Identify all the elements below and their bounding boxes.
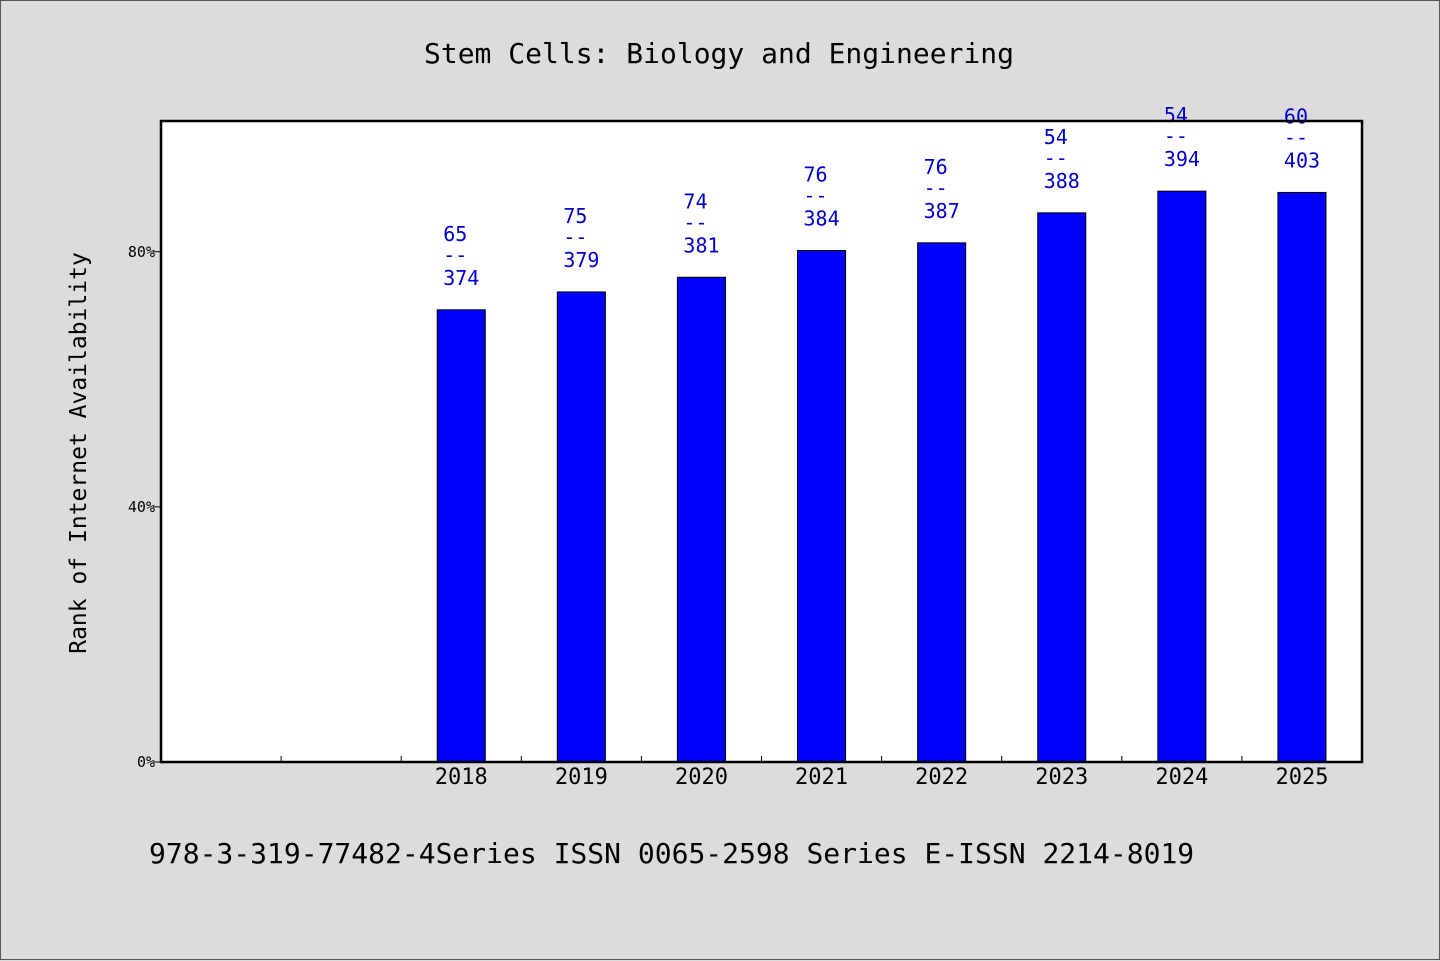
chart-title: Stem Cells: Biology and Engineering — [424, 37, 1014, 70]
data-label-sep-2021: -- — [804, 183, 828, 207]
bar-2025 — [1277, 191, 1327, 763]
data-label-top-2024: 54 — [1164, 103, 1188, 127]
data-label-top-2023: 54 — [1044, 125, 1068, 149]
bar-2024 — [1157, 190, 1207, 763]
data-label-top-2020: 74 — [683, 189, 707, 213]
data-label-sep-2025: -- — [1284, 125, 1308, 149]
bar-2021 — [797, 249, 847, 763]
chart-marks: 0%40%80%201865--374201975--379202074--38… — [128, 103, 1329, 790]
bar-2019 — [556, 291, 606, 763]
data-label-sep-2024: -- — [1164, 124, 1188, 148]
x-tick-label-2022: 2022 — [915, 765, 968, 790]
x-tick-label-2018: 2018 — [435, 765, 488, 790]
data-label-bottom-2020: 381 — [683, 233, 719, 257]
data-label-sep-2023: -- — [1044, 146, 1068, 170]
data-label-sep-2020: -- — [683, 210, 707, 234]
x-tick-label-2020: 2020 — [675, 765, 728, 790]
x-tick-label-2025: 2025 — [1275, 765, 1328, 790]
data-label-bottom-2019: 379 — [563, 248, 599, 272]
bar-2023 — [1037, 212, 1087, 763]
data-label-top-2021: 76 — [804, 162, 828, 186]
x-tick-label-2024: 2024 — [1155, 765, 1208, 790]
data-label-bottom-2018: 374 — [443, 266, 479, 290]
y-tick-label-1: 40% — [128, 498, 155, 516]
bar-2020 — [676, 276, 726, 763]
data-label-bottom-2025: 403 — [1284, 148, 1320, 172]
data-label-sep-2018: -- — [443, 243, 467, 267]
data-label-top-2022: 76 — [924, 155, 948, 179]
data-label-bottom-2022: 387 — [924, 199, 960, 223]
bar-2018 — [436, 309, 486, 763]
x-tick-label-2019: 2019 — [555, 765, 608, 790]
y-tick-label-2: 80% — [128, 243, 155, 261]
bar-2022 — [917, 242, 967, 763]
x-tick-label-2023: 2023 — [1035, 765, 1088, 790]
data-label-top-2019: 75 — [563, 204, 587, 228]
data-label-sep-2019: -- — [563, 225, 587, 249]
data-label-top-2018: 65 — [443, 222, 467, 246]
x-tick-label-2021: 2021 — [795, 765, 848, 790]
data-label-top-2025: 60 — [1284, 104, 1308, 128]
data-label-bottom-2021: 384 — [804, 206, 840, 230]
y-axis-label: Rank of Internet Availability — [66, 252, 92, 654]
data-label-sep-2022: -- — [924, 176, 948, 200]
series-issn-footer: 978-3-319-77482-4Series ISSN 0065-2598 S… — [149, 837, 1194, 870]
y-tick-label-0: 0% — [137, 753, 155, 771]
data-label-bottom-2023: 388 — [1044, 169, 1080, 193]
plot-border — [159, 119, 1364, 764]
data-label-bottom-2024: 394 — [1164, 147, 1200, 171]
